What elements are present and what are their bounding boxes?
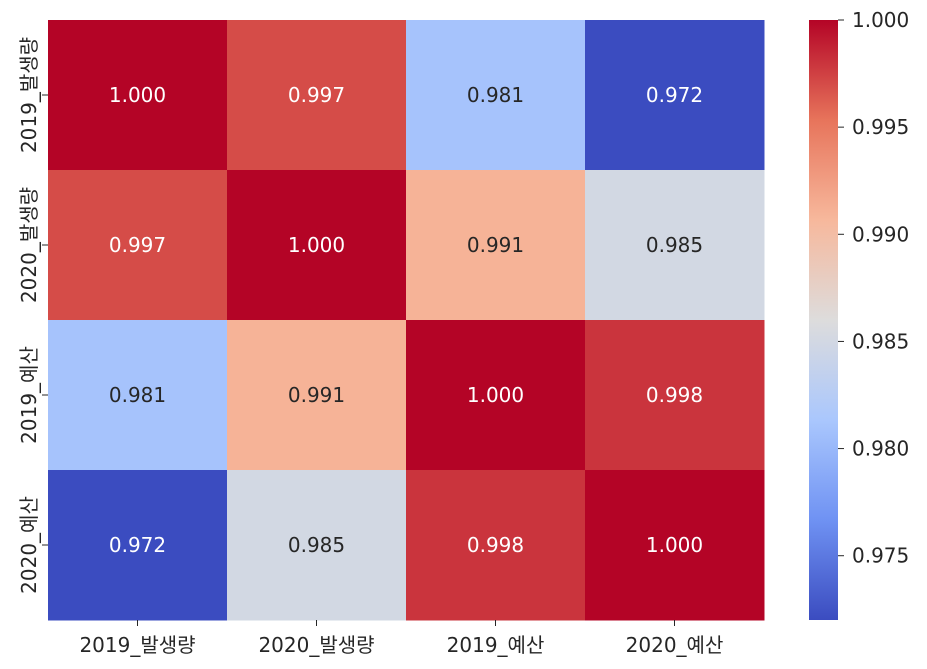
cell-value-label: 1.000 xyxy=(109,83,166,107)
heatmap-cell-r0-c1 xyxy=(227,20,407,171)
x-tick-label: 2019_예산 xyxy=(447,633,545,657)
colorbar: 0.975 0.980 0.985 0.990 0.995 1.000 xyxy=(809,8,909,620)
heatmap-annotations: 1.000 0.997 0.981 0.972 0.997 1.000 0.991 0.985… xyxy=(109,83,703,557)
heatmap-cell-r0-c3 xyxy=(585,20,765,171)
heatmap-cell-r1-c0 xyxy=(48,170,228,321)
x-tick-label: 2020_발생량 xyxy=(258,633,374,657)
cell-value-label: 0.985 xyxy=(288,533,345,557)
y-axis: 2019_발생량 2020_발생량 2019_예산 2020_예산 xyxy=(17,37,48,594)
x-tick-label: 2020_예산 xyxy=(626,633,724,657)
heatmap-cell-r3-c3 xyxy=(585,470,765,621)
colorbar-tick-label: 0.985 xyxy=(852,329,909,353)
cell-value-label: 0.991 xyxy=(467,233,524,257)
cell-value-label: 0.985 xyxy=(646,233,703,257)
cell-value-label: 0.998 xyxy=(646,383,703,407)
y-tick-label: 2019_발생량 xyxy=(17,37,41,153)
cell-value-label: 1.000 xyxy=(646,533,703,557)
heatmap-cell-r1-c1 xyxy=(227,170,407,321)
heatmap-cell-r1-c2 xyxy=(406,170,586,321)
x-axis: 2019_발생량 2020_발생량 2019_예산 2020_예산 xyxy=(79,620,723,657)
heatmap-cell-r2-c2 xyxy=(406,320,586,471)
cell-value-label: 0.997 xyxy=(288,83,345,107)
heatmap-cell-r1-c3 xyxy=(585,170,765,321)
heatmap-cell-r2-c0 xyxy=(48,320,228,471)
y-tick-label: 2020_발생량 xyxy=(17,187,41,303)
cell-value-label: 0.981 xyxy=(467,83,524,107)
heatmap-cell-r0-c0 xyxy=(48,20,228,171)
heatmap-cell-r3-c0 xyxy=(48,470,228,621)
heatmap-cell-r3-c1 xyxy=(227,470,407,621)
colorbar-gradient xyxy=(809,20,838,620)
cell-value-label: 0.991 xyxy=(288,383,345,407)
y-tick-label: 2020_예산 xyxy=(17,496,41,594)
heatmap-cell-r2-c1 xyxy=(227,320,407,471)
cell-value-label: 0.972 xyxy=(646,83,703,107)
heatmap-cell-r3-c2 xyxy=(406,470,586,621)
cell-value-label: 0.981 xyxy=(109,383,166,407)
cell-value-label: 1.000 xyxy=(288,233,345,257)
heatmap-cell-r0-c2 xyxy=(406,20,586,171)
colorbar-tick-label: 0.995 xyxy=(852,115,909,139)
colorbar-tick-label: 0.990 xyxy=(852,222,909,246)
cell-value-label: 1.000 xyxy=(467,383,524,407)
colorbar-tick-label: 0.975 xyxy=(852,544,909,568)
y-tick-label: 2019_예산 xyxy=(17,346,41,444)
x-tick-label: 2019_발생량 xyxy=(79,633,195,657)
heatmap-cells xyxy=(48,20,765,621)
cell-value-label: 0.997 xyxy=(109,233,166,257)
colorbar-tick-label: 0.980 xyxy=(852,437,909,461)
colorbar-tick-label: 1.000 xyxy=(852,8,909,32)
heatmap-cell-r2-c3 xyxy=(585,320,765,471)
cell-value-label: 0.998 xyxy=(467,533,524,557)
cell-value-label: 0.972 xyxy=(109,533,166,557)
